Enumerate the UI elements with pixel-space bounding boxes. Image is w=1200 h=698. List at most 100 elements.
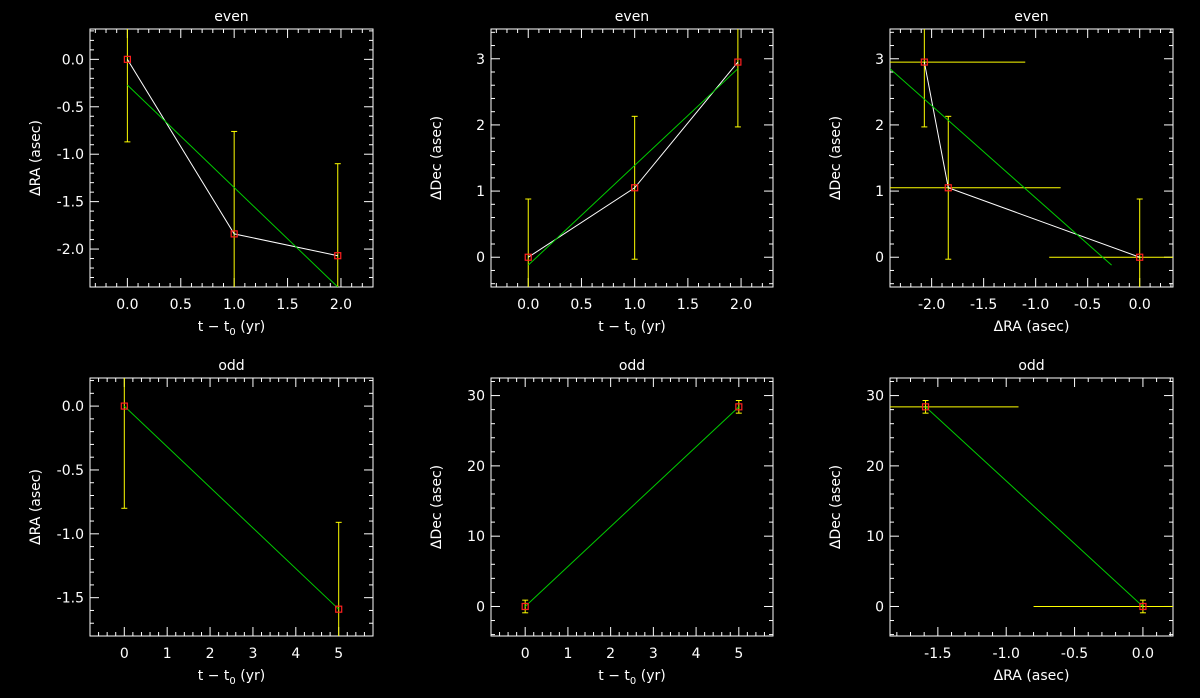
panel-title: odd bbox=[619, 358, 645, 374]
x-tick-label: -1.0 bbox=[993, 646, 1020, 662]
x-tick-label: 4 bbox=[692, 646, 701, 662]
x-tick-label: 2.0 bbox=[730, 297, 752, 313]
fit-line bbox=[527, 68, 739, 266]
x-axis-label: t − t0 (yr) bbox=[598, 319, 665, 338]
x-axis-label: t − t0 (yr) bbox=[198, 319, 265, 338]
data-point bbox=[334, 252, 342, 260]
panel-6: -1.5 -1.0 -0.5 0.0 0 10 20 30 odd ΔRA (asec) ΔDec … bbox=[828, 358, 1174, 684]
y-tick-label: 0 bbox=[476, 250, 485, 266]
data-point bbox=[524, 253, 532, 261]
x-tick-label: 5 bbox=[334, 646, 343, 662]
x-axis-label-sub: 0 bbox=[630, 327, 636, 338]
data-point bbox=[734, 58, 742, 66]
y-axis-label-text: Dec (asec) bbox=[429, 465, 445, 540]
fit-line bbox=[127, 84, 339, 287]
y-tick-label: 3 bbox=[875, 52, 884, 68]
x-tick-label: 1 bbox=[563, 646, 572, 662]
x-tick-label: 0 bbox=[521, 646, 530, 662]
y-tick-label: -1.0 bbox=[57, 147, 84, 163]
data-point bbox=[335, 605, 343, 613]
x-axis-label-main: ΔRA (asec) bbox=[994, 668, 1070, 684]
y-tick-label: 1 bbox=[476, 184, 485, 200]
panel-1: 0.0 0.5 1.0 1.5 2.0 0.0 -0.5 -1.0 -1.5 -2.0 even t … bbox=[28, 9, 374, 338]
y-tick-label: 30 bbox=[467, 389, 485, 405]
data-point bbox=[921, 403, 930, 411]
x-tick-label: -0.5 bbox=[1074, 297, 1101, 313]
x-tick-label: 0.0 bbox=[116, 297, 138, 313]
y-axis-label: ΔDec (asec) bbox=[429, 116, 445, 200]
x-axis-label-tail: (yr) bbox=[236, 668, 265, 684]
y-axis-label-text: Dec (asec) bbox=[429, 116, 445, 191]
x-tick-label: 1.5 bbox=[677, 297, 699, 313]
y-tick-label: -2.0 bbox=[57, 242, 84, 258]
data-point bbox=[631, 184, 639, 192]
y-axis-label-prefix: Δ bbox=[429, 539, 445, 549]
x-tick-label: 1.0 bbox=[223, 297, 245, 313]
data-line bbox=[527, 61, 739, 258]
data-point bbox=[1139, 602, 1147, 611]
data-point bbox=[944, 184, 952, 192]
y-tick-label: 0.0 bbox=[62, 52, 84, 68]
x-tick-label: 0.0 bbox=[1132, 646, 1154, 662]
x-axis-label: ΔRA (asec) bbox=[994, 319, 1070, 335]
axes-frame bbox=[889, 28, 1174, 288]
y-axis-label: ΔDec (asec) bbox=[429, 465, 445, 549]
panel-3: -2.0 -1.5 -1.0 -0.5 0.0 0 1 2 3 even ΔRA (asec) ΔDe… bbox=[828, 9, 1174, 335]
y-tick-label: 20 bbox=[866, 459, 884, 475]
x-tick-label: 2 bbox=[606, 646, 615, 662]
y-tick-label: 0 bbox=[476, 599, 485, 615]
y-axis-label: ΔRA (asec) bbox=[28, 469, 44, 545]
y-tick-label: -1.5 bbox=[57, 195, 84, 211]
x-tick-label: -1.5 bbox=[970, 297, 997, 313]
x-axis-label-main: t − t bbox=[198, 668, 230, 684]
plot-area bbox=[121, 378, 342, 636]
plot-area bbox=[522, 399, 742, 614]
x-tick-label: 3 bbox=[248, 646, 257, 662]
x-axis-label-main: t − t bbox=[198, 319, 230, 335]
x-tick-label: -2.0 bbox=[918, 297, 945, 313]
x-tick-label: 0 bbox=[120, 646, 129, 662]
y-tick-label: -0.5 bbox=[57, 100, 84, 116]
panel-title: even bbox=[615, 9, 649, 25]
x-axis-label: ΔRA (asec) bbox=[994, 668, 1070, 684]
y-tick-label: 1 bbox=[875, 184, 884, 200]
data-line bbox=[126, 59, 338, 257]
axes-frame bbox=[490, 28, 774, 288]
y-axis-label: ΔDec (asec) bbox=[828, 465, 844, 549]
x-tick-label: 0.5 bbox=[170, 297, 192, 313]
plot-area bbox=[890, 29, 1173, 287]
y-axis-label-text: RA (asec) bbox=[28, 120, 44, 186]
x-axis-label: t − t0 (yr) bbox=[198, 668, 265, 687]
y-axis-label-text: Dec (asec) bbox=[828, 116, 844, 191]
y-tick-label: 10 bbox=[866, 529, 884, 545]
fit-line bbox=[524, 406, 740, 607]
panel-title: odd bbox=[218, 358, 244, 374]
panel-title: even bbox=[1014, 9, 1048, 25]
x-tick-label: -1.5 bbox=[924, 646, 951, 662]
x-tick-label: 1.5 bbox=[276, 297, 298, 313]
y-tick-label: 0 bbox=[875, 599, 884, 615]
x-tick-label: 1.0 bbox=[624, 297, 646, 313]
x-axis-label-tail: (yr) bbox=[236, 319, 265, 335]
x-tick-label: -0.5 bbox=[1061, 646, 1088, 662]
x-axis-label-sub: 0 bbox=[630, 676, 636, 687]
y-tick-label: 30 bbox=[866, 389, 884, 405]
y-axis-label-prefix: Δ bbox=[429, 190, 445, 200]
panel-title: odd bbox=[1018, 358, 1044, 374]
x-axis-label-tail: (yr) bbox=[636, 319, 665, 335]
x-axis-label-main: t − t bbox=[598, 319, 630, 335]
axes-frame bbox=[490, 377, 774, 637]
x-axis-label-sub: 0 bbox=[229, 676, 235, 687]
y-axis-label-text: RA (asec) bbox=[28, 469, 44, 535]
x-tick-label: 3 bbox=[649, 646, 658, 662]
x-tick-label: 2.0 bbox=[330, 297, 352, 313]
x-tick-label: -1.0 bbox=[1022, 297, 1049, 313]
x-tick-label: 0.0 bbox=[517, 297, 539, 313]
data-point bbox=[123, 55, 131, 63]
y-axis-label-text: Dec (asec) bbox=[828, 465, 844, 540]
data-point bbox=[230, 230, 238, 238]
y-axis-label-prefix: Δ bbox=[28, 186, 44, 196]
x-axis-label-sub: 0 bbox=[229, 327, 235, 338]
